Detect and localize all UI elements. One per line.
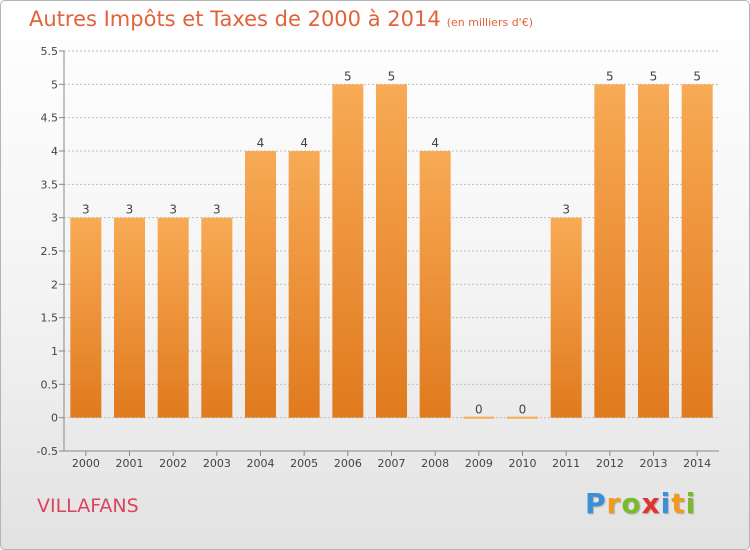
- axes: [59, 50, 719, 456]
- x-tick-label-2008: 2008: [421, 457, 449, 470]
- y-tick-label: 3: [51, 212, 58, 225]
- title-text: Autres Impôts et Taxes de 2000 à 2014: [29, 7, 441, 31]
- y-tick-label: 5.5: [41, 45, 59, 58]
- x-tick-label-2005: 2005: [290, 457, 318, 470]
- data-label-2009: 0: [475, 403, 483, 417]
- commune-name: VILLAFANS: [37, 495, 139, 517]
- x-tick-label-2014: 2014: [683, 457, 711, 470]
- y-tick-label: 2: [51, 278, 58, 291]
- bar-2011: [550, 217, 582, 418]
- bar-2007: [376, 84, 407, 418]
- y-tick-label: 0.5: [41, 378, 59, 391]
- data-label-2007: 5: [388, 69, 396, 83]
- data-label-2006: 5: [344, 69, 352, 83]
- x-tick-label-2000: 2000: [72, 457, 100, 470]
- logo-letter: r: [606, 487, 622, 520]
- x-tick-label-2013: 2013: [640, 457, 668, 470]
- bar-2009: [463, 416, 495, 419]
- chart-title: Autres Impôts et Taxes de 2000 à 2014 (en…: [29, 7, 533, 31]
- bar-2010: [507, 416, 538, 419]
- x-tick-label-2011: 2011: [552, 457, 580, 470]
- y-tick-label: 2.5: [41, 245, 59, 258]
- y-tick-label: 4: [51, 145, 58, 158]
- x-tick-label-2010: 2010: [509, 457, 537, 470]
- data-label-2011: 3: [562, 203, 570, 217]
- bar-2014: [681, 84, 713, 418]
- logo-letter: i: [685, 487, 697, 520]
- x-tick-label-2012: 2012: [596, 457, 624, 470]
- y-tick-label: -0.5: [37, 445, 58, 458]
- bar-2002: [157, 217, 189, 418]
- y-tick-label: 4.5: [41, 112, 59, 125]
- data-labels: 3 3 3 3 4 4 5 5 4 0 0 3 5 5 5: [82, 69, 701, 416]
- bar-2012: [594, 84, 626, 418]
- bar-2005: [288, 151, 320, 418]
- x-tick-label-2001: 2001: [116, 457, 144, 470]
- data-label-2004: 4: [257, 136, 265, 150]
- proxiti-logo: Proxiti: [585, 487, 696, 520]
- bar-2003: [201, 217, 233, 418]
- data-label-2002: 3: [169, 203, 177, 217]
- y-tick-label: 1.5: [41, 312, 59, 325]
- data-label-2010: 0: [519, 403, 527, 417]
- title-unit: (en milliers d'€): [446, 16, 533, 29]
- x-tick-label-2007: 2007: [378, 457, 406, 470]
- y-tick-labels: -0.5 0 0.5 1 1.5 2 2.5 3 3.5 4 4.5 5 5.5: [37, 45, 58, 458]
- data-label-2005: 4: [300, 136, 308, 150]
- data-label-2008: 4: [431, 136, 439, 150]
- data-label-2012: 5: [606, 69, 614, 83]
- x-tick-label-2006: 2006: [334, 457, 362, 470]
- logo-letter: t: [671, 487, 686, 520]
- x-tick-label-2002: 2002: [159, 457, 187, 470]
- data-label-2000: 3: [82, 203, 90, 217]
- data-label-2001: 3: [126, 203, 134, 217]
- data-label-2013: 5: [650, 69, 658, 83]
- data-label-2003: 3: [213, 203, 221, 217]
- logo-letter: o: [621, 487, 642, 520]
- y-tick-label: 5: [51, 78, 58, 91]
- x-tick-labels: 2000 2001 2002 2003 2004 2005 2006 2007 2008 2009…: [72, 457, 711, 470]
- bar-2008: [419, 151, 451, 418]
- bar-2013: [638, 84, 669, 418]
- bar-2001: [114, 217, 145, 418]
- logo-letter: i: [660, 487, 672, 520]
- data-label-2014: 5: [693, 69, 701, 83]
- bars: [70, 84, 713, 419]
- x-tick-label-2009: 2009: [465, 457, 493, 470]
- y-tick-label: 0: [51, 412, 58, 425]
- logo-letter: x: [641, 487, 661, 520]
- logo-letter: P: [585, 487, 607, 520]
- bar-2004: [245, 151, 276, 418]
- bar-2000: [70, 217, 102, 418]
- y-tick-label: 1: [51, 345, 58, 358]
- bar-2006: [332, 84, 364, 418]
- x-tick-label-2003: 2003: [203, 457, 231, 470]
- y-tick-label: 3.5: [41, 178, 59, 191]
- x-tick-label-2004: 2004: [247, 457, 275, 470]
